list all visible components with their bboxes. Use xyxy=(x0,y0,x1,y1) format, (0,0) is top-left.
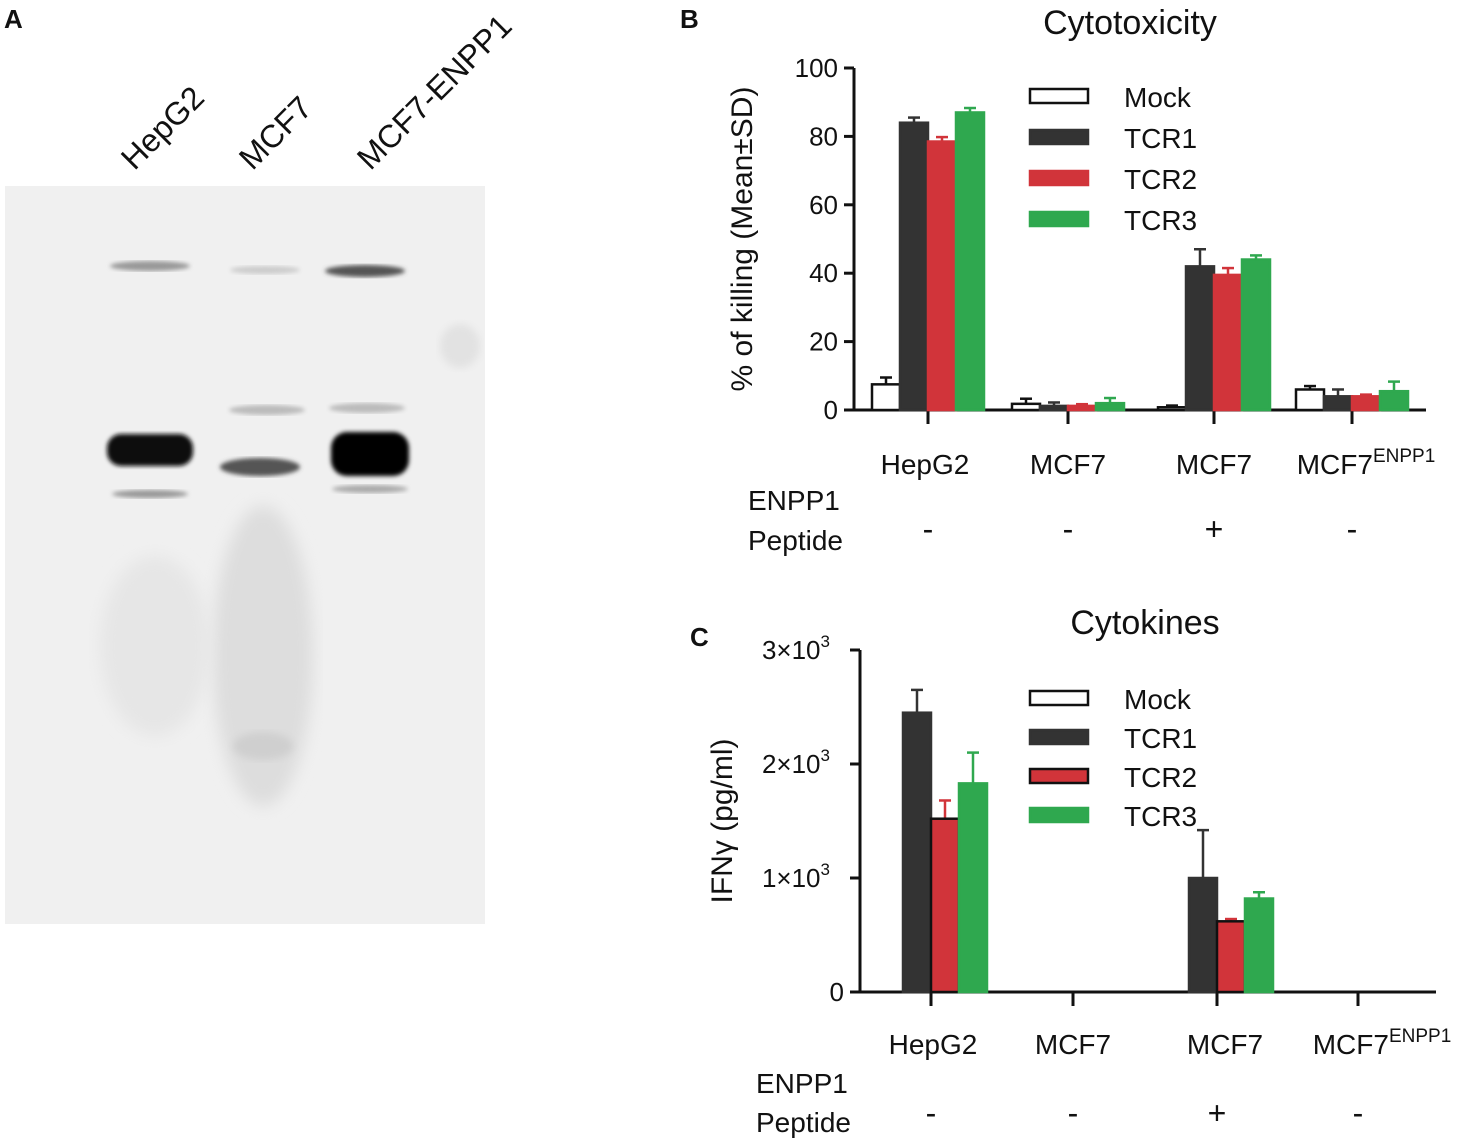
x-category-label: MCF7ENPP1 xyxy=(1313,1026,1452,1060)
y-tick-label: 60 xyxy=(809,190,838,220)
legend-label-mock: Mock xyxy=(1124,684,1192,715)
legend-label-tcr1: TCR1 xyxy=(1124,123,1197,154)
band-hepg2-upper xyxy=(110,261,190,271)
bar-mock xyxy=(1010,402,1042,412)
y-tick-label: 0 xyxy=(830,977,844,1007)
bar-tcr1 xyxy=(1184,265,1216,412)
band-mcf7-upper xyxy=(230,266,300,274)
bar-tcr2 xyxy=(926,140,958,412)
legend-label-tcr2: TCR2 xyxy=(1124,762,1197,793)
lane-label-mcf7-enpp1: MCF7-ENPP1 xyxy=(349,7,519,177)
smear-spot xyxy=(233,732,293,760)
bar-tcr3 xyxy=(1243,897,1275,994)
bar-tcr1 xyxy=(1187,876,1219,994)
band-hepg2-main xyxy=(107,434,193,466)
legend-swatch-tcr3 xyxy=(1028,210,1090,228)
bar-tcr1 xyxy=(1322,395,1354,412)
condition-label-line1: ENPP1 xyxy=(748,485,840,516)
legend-swatch-tcr1 xyxy=(1028,128,1090,146)
bar-tcr3 xyxy=(954,111,986,412)
smear-mcf7 xyxy=(213,506,313,806)
bar-tcr1 xyxy=(898,121,930,412)
x-category-label: MCF7 xyxy=(1030,449,1106,480)
legend-label-tcr3: TCR3 xyxy=(1124,205,1197,236)
x-category-label: MCF7 xyxy=(1176,449,1252,480)
peptide-sign: + xyxy=(1205,511,1224,547)
blot-artifact xyxy=(440,324,480,368)
cytotoxicity-chart: Cytotoxicity % of killing (Mean±SD) 0 20 40 6… xyxy=(726,4,1436,556)
chart-title: Cytotoxicity xyxy=(1043,4,1217,42)
bar-mock xyxy=(1156,406,1188,412)
legend-label-tcr1: TCR1 xyxy=(1124,723,1197,754)
bar-tcr1 xyxy=(1038,404,1070,412)
legend-swatch-tcr1 xyxy=(1028,728,1090,746)
panel-c-letter: C xyxy=(690,622,709,652)
band-mcf7-enpp1-main xyxy=(331,432,409,476)
band-mcf7-enpp1-lower xyxy=(332,485,408,493)
peptide-sign: - xyxy=(1063,511,1074,547)
panel-a-letter: A xyxy=(4,4,23,34)
peptide-sign: - xyxy=(923,511,934,547)
bar-tcr2 xyxy=(1066,404,1098,412)
x-category-label: MCF7 xyxy=(1035,1029,1111,1060)
legend-swatch-mock xyxy=(1028,689,1090,707)
condition-label-line2: Peptide xyxy=(756,1107,851,1138)
x-category-label: MCF7 xyxy=(1187,1029,1263,1060)
bar-mock xyxy=(1294,388,1326,412)
y-tick-label: 2×103 xyxy=(762,746,830,779)
peptide-sign: - xyxy=(1068,1095,1079,1131)
peptide-sign: - xyxy=(1353,1095,1364,1131)
bar-tcr3 xyxy=(1378,389,1410,412)
band-mcf7-enpp1-upper xyxy=(325,265,405,277)
legend-swatch-tcr3 xyxy=(1028,806,1090,824)
legend-swatch-mock xyxy=(1028,87,1090,105)
y-axis-label: IFNγ (pg/ml) xyxy=(706,739,739,904)
y-tick-label: 80 xyxy=(809,121,838,151)
legend-label-tcr2: TCR2 xyxy=(1124,164,1197,195)
condition-label-line2: Peptide xyxy=(748,525,843,556)
smear-hepg2 xyxy=(100,556,210,736)
y-tick-label: 3×103 xyxy=(762,632,830,665)
bar-tcr2 xyxy=(1212,273,1244,412)
band-mcf7-enpp1-mid xyxy=(329,403,405,413)
band-mcf7-main xyxy=(220,458,300,476)
western-blot-bands xyxy=(100,261,480,806)
bar-tcr3 xyxy=(1094,401,1126,412)
band-mcf7-mid xyxy=(229,405,305,415)
legend-swatch-tcr2 xyxy=(1028,767,1090,785)
condition-label-line1: ENPP1 xyxy=(756,1068,848,1099)
bar-tcr2 xyxy=(1215,920,1247,994)
peptide-sign: + xyxy=(1208,1095,1227,1131)
y-axis-label: % of killing (Mean±SD) xyxy=(726,87,759,392)
cytokines-chart: Cytokines IFNγ (pg/ml) 0 1×103 2×103 3×103 Hep… xyxy=(706,604,1452,1138)
lane-label-hepg2: HepG2 xyxy=(113,79,211,177)
legend-swatch-tcr2 xyxy=(1028,169,1090,187)
lane-label-mcf7: MCF7 xyxy=(231,89,319,177)
western-blot-image xyxy=(5,186,485,924)
y-tick-label: 1×103 xyxy=(762,860,830,893)
band-hepg2-lower xyxy=(112,490,188,498)
x-category-label: HepG2 xyxy=(881,449,970,480)
legend-label-mock: Mock xyxy=(1124,82,1192,113)
y-tick-label: 0 xyxy=(824,395,838,425)
peptide-sign: - xyxy=(926,1095,937,1131)
bar-tcr2 xyxy=(1350,395,1382,412)
chart-title: Cytokines xyxy=(1070,604,1219,642)
legend-label-tcr3: TCR3 xyxy=(1124,801,1197,832)
y-tick-label: 40 xyxy=(809,258,838,288)
bar-tcr3 xyxy=(957,782,989,994)
bar-tcr2 xyxy=(929,817,961,994)
panel-b-letter: B xyxy=(680,4,699,34)
bar-mock xyxy=(870,383,902,412)
peptide-sign: - xyxy=(1347,511,1358,547)
x-category-label: MCF7ENPP1 xyxy=(1297,446,1436,480)
y-tick-label: 20 xyxy=(809,327,838,357)
y-tick-label: 100 xyxy=(795,53,838,83)
x-category-label: HepG2 xyxy=(889,1029,978,1060)
bar-tcr3 xyxy=(1240,258,1272,412)
bar-tcr1 xyxy=(901,711,933,994)
